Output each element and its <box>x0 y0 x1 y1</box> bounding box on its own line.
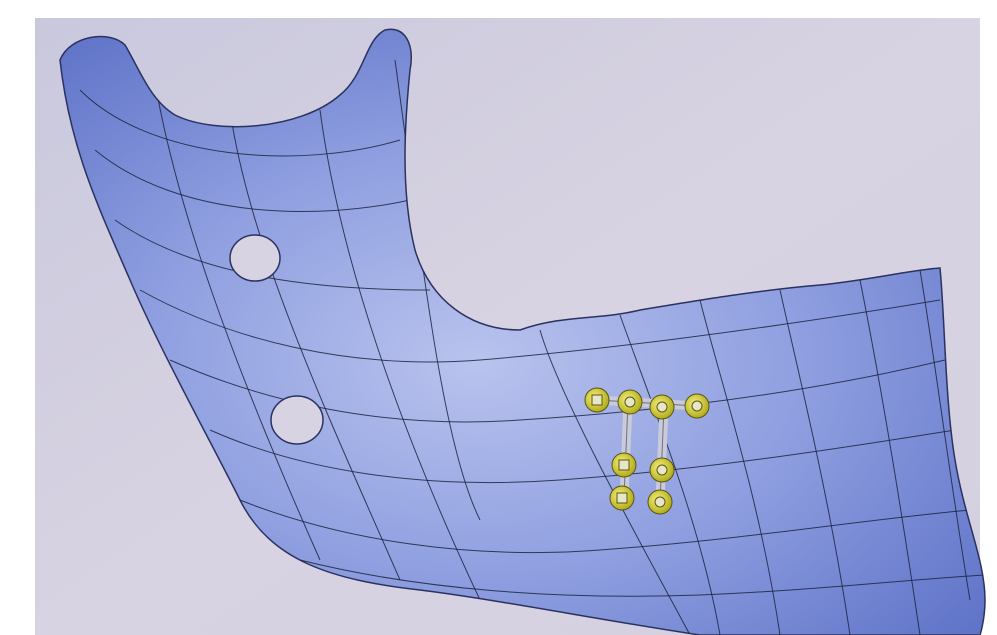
fixation-plate <box>592 395 702 507</box>
mesh-line <box>94 149 411 212</box>
mesh-line <box>779 289 851 635</box>
screw-head <box>624 396 636 408</box>
screw-head <box>591 394 603 406</box>
mesh-line <box>239 499 971 554</box>
screw-head <box>691 400 703 412</box>
mesh <box>79 49 985 635</box>
mesh-line <box>859 279 921 635</box>
mesh-line <box>229 109 401 581</box>
mesh-line <box>919 269 971 601</box>
mesh-line <box>209 429 956 484</box>
hole <box>270 395 324 445</box>
mesh-line <box>299 559 985 597</box>
mesh-line <box>79 89 401 157</box>
mesh-line <box>619 314 721 635</box>
mesh-line <box>539 329 691 635</box>
screw-heads <box>591 394 703 508</box>
screw-head <box>656 464 668 476</box>
screw-head <box>618 459 630 471</box>
mesh-line <box>169 359 946 423</box>
mesh-line <box>699 299 781 635</box>
mesh-line <box>149 49 321 561</box>
mesh-line <box>319 109 481 601</box>
screw-head <box>656 401 668 413</box>
mesh-line <box>139 289 941 363</box>
screw-head <box>654 496 666 508</box>
plate-edge <box>596 399 698 503</box>
screw-head <box>616 492 628 504</box>
mesh-line <box>394 59 481 521</box>
hole <box>229 234 281 282</box>
